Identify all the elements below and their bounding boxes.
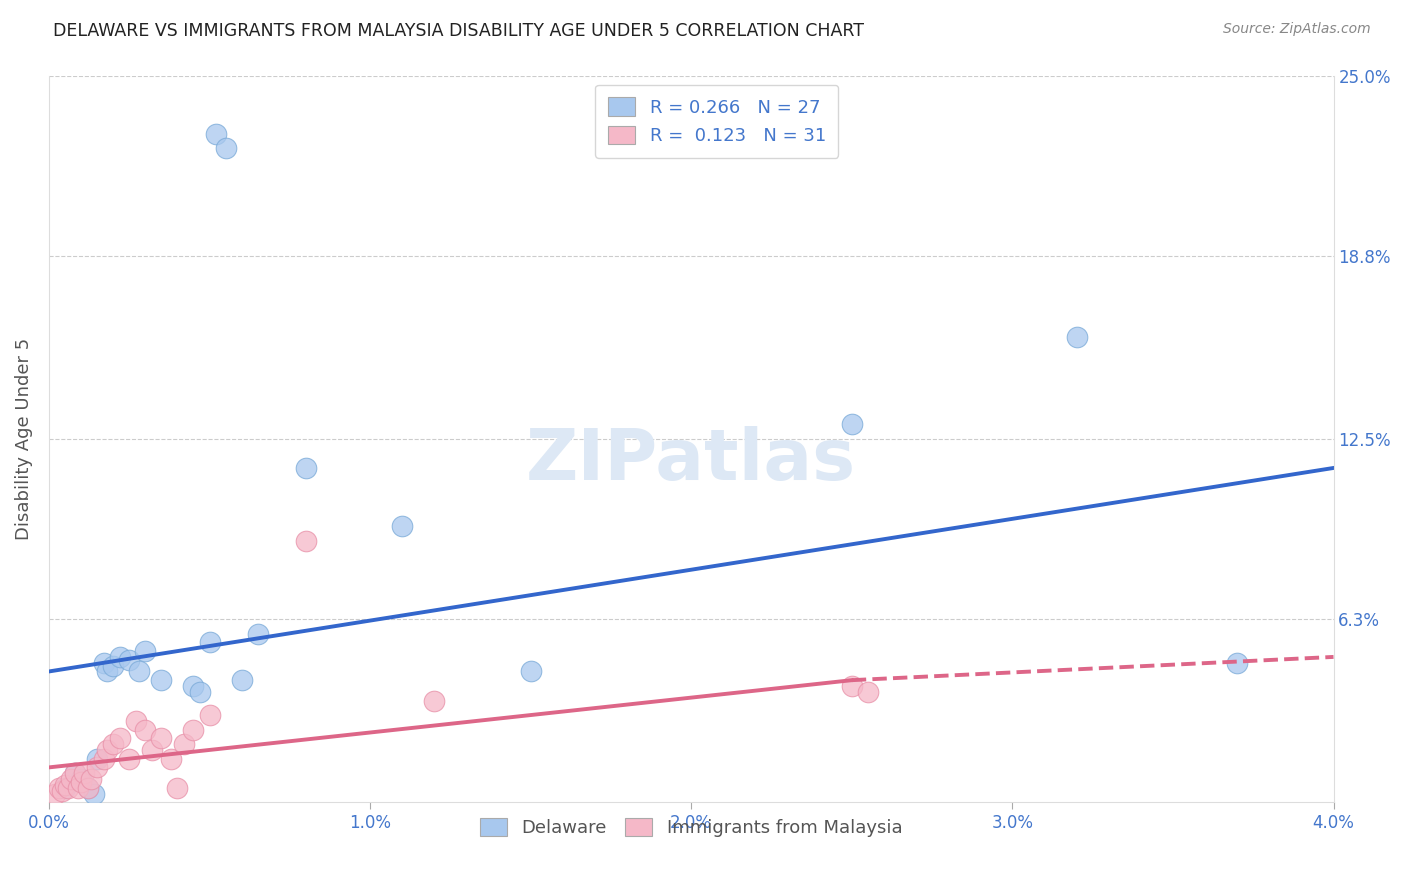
Point	[103, 658, 125, 673]
Text: DELAWARE VS IMMIGRANTS FROM MALAYSIA DISABILITY AGE UNDER 5 CORRELATION CHART: DELAWARE VS IMMIGRANTS FROM MALAYSIA DIS…	[53, 22, 865, 40]
Point	[856, 685, 879, 699]
Point	[841, 417, 863, 432]
Text: ZIPatlas: ZIPatlas	[526, 426, 856, 495]
Point	[63, 766, 86, 780]
Point	[124, 714, 146, 728]
Point	[150, 731, 173, 746]
Point	[66, 780, 89, 795]
Point	[1226, 656, 1249, 670]
Point	[150, 673, 173, 688]
Point	[80, 772, 103, 786]
Point	[141, 743, 163, 757]
Point	[103, 737, 125, 751]
Point	[246, 626, 269, 640]
Point	[188, 685, 211, 699]
Point	[44, 787, 66, 801]
Point	[160, 752, 183, 766]
Point	[86, 752, 108, 766]
Point	[118, 653, 141, 667]
Point	[53, 778, 76, 792]
Legend: Delaware, Immigrants from Malaysia: Delaware, Immigrants from Malaysia	[472, 810, 910, 844]
Point	[96, 665, 118, 679]
Point	[183, 723, 205, 737]
Point	[1066, 330, 1088, 344]
Point	[173, 737, 195, 751]
Point	[295, 461, 318, 475]
Point	[53, 780, 76, 795]
Point	[60, 772, 83, 786]
Point	[70, 775, 93, 789]
Point	[519, 665, 541, 679]
Point	[58, 780, 80, 795]
Point	[134, 644, 156, 658]
Point	[391, 519, 413, 533]
Point	[51, 783, 73, 797]
Point	[214, 141, 236, 155]
Point	[76, 780, 98, 795]
Point	[841, 679, 863, 693]
Point	[198, 635, 221, 649]
Point	[166, 780, 188, 795]
Point	[231, 673, 253, 688]
Point	[205, 127, 228, 141]
Point	[183, 679, 205, 693]
Point	[86, 760, 108, 774]
Point	[83, 787, 105, 801]
Point	[134, 723, 156, 737]
Point	[96, 743, 118, 757]
Text: Source: ZipAtlas.com: Source: ZipAtlas.com	[1223, 22, 1371, 37]
Point	[118, 752, 141, 766]
Point	[108, 649, 131, 664]
Point	[76, 780, 98, 795]
Point	[93, 752, 115, 766]
Point	[63, 766, 86, 780]
Point	[48, 780, 70, 795]
Point	[70, 772, 93, 786]
Point	[198, 708, 221, 723]
Point	[108, 731, 131, 746]
Point	[73, 766, 96, 780]
Point	[423, 693, 446, 707]
Point	[295, 533, 318, 548]
Point	[93, 656, 115, 670]
Point	[128, 665, 150, 679]
Y-axis label: Disability Age Under 5: Disability Age Under 5	[15, 338, 32, 540]
